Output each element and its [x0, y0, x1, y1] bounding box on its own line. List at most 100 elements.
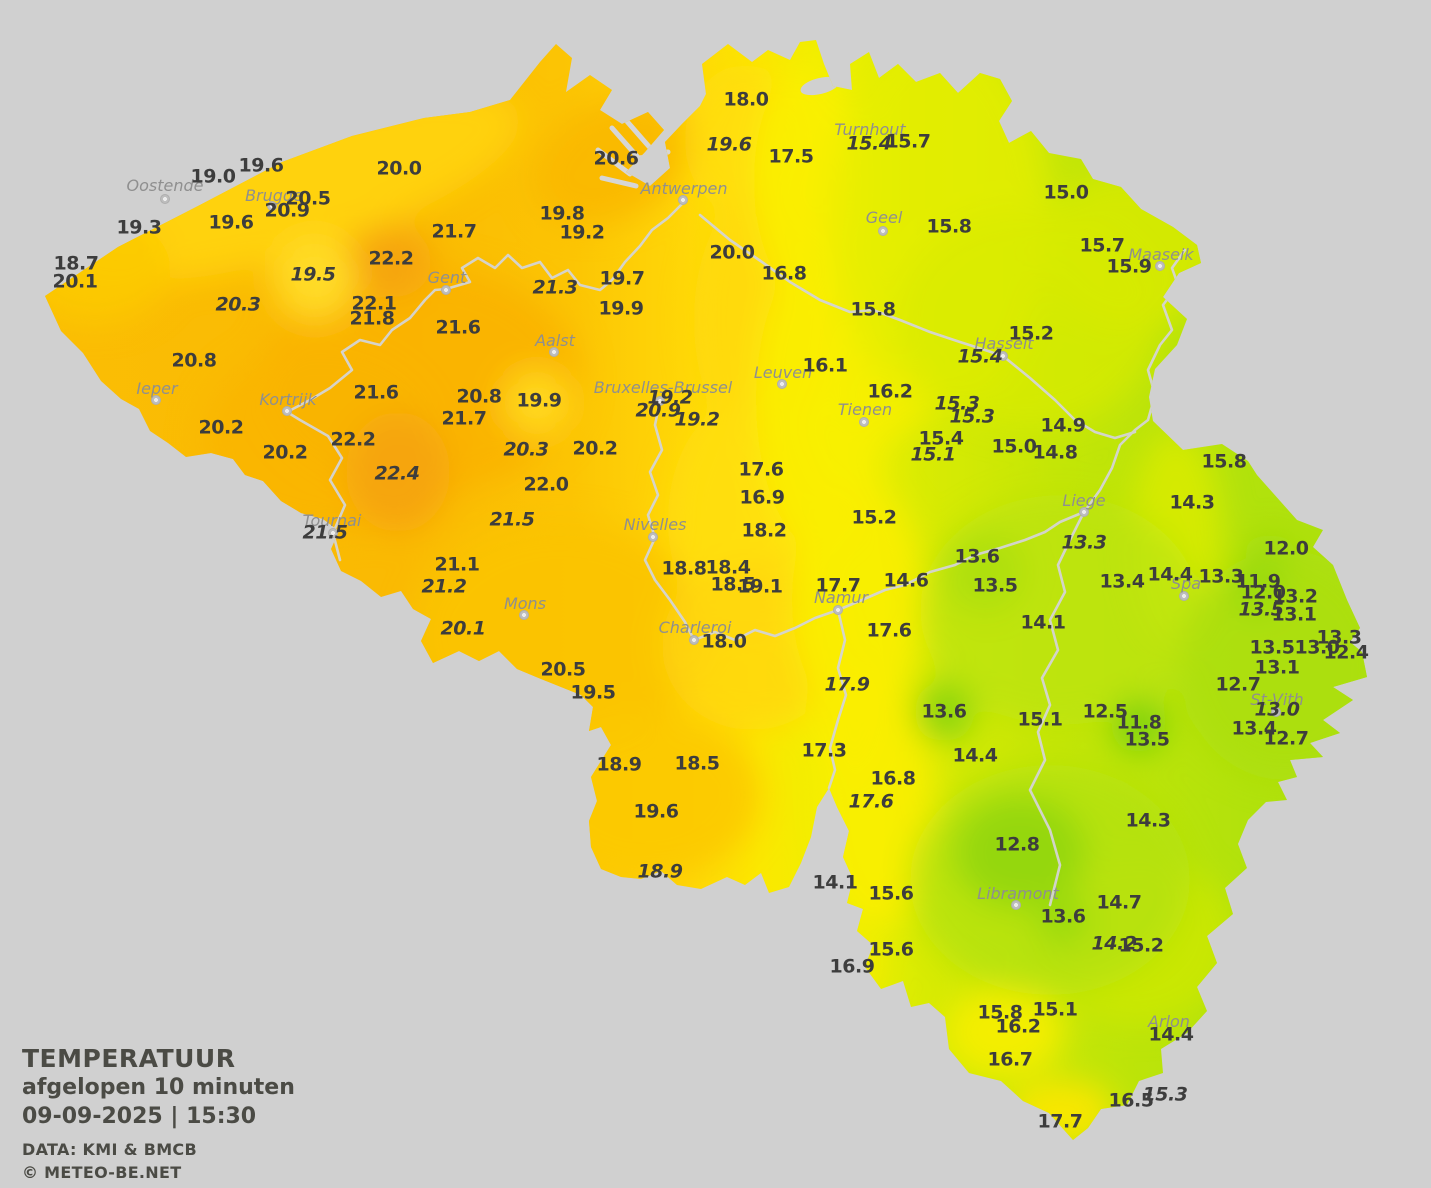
- temperature-reading: 18.5: [674, 752, 720, 775]
- city-label: Oostende: [126, 176, 204, 195]
- city-marker: [441, 285, 451, 295]
- temperature-reading: 18.0: [723, 88, 769, 111]
- temperature-reading: 16.1: [802, 354, 848, 377]
- rivers: [285, 201, 1187, 907]
- city-marker: [998, 351, 1008, 361]
- city-marker: [1011, 900, 1021, 910]
- temperature-reading: 14.6: [883, 569, 929, 592]
- temperature-reading: 18.2: [741, 519, 787, 542]
- temperature-reading: 15.3: [934, 392, 980, 415]
- city-label: Spa: [1170, 574, 1202, 593]
- city-marker: [1155, 261, 1165, 271]
- temperature-reading: 15.1: [1017, 708, 1063, 731]
- temperature-reading: 17.3: [801, 739, 847, 762]
- temperature-reading: 17.6: [848, 790, 894, 813]
- temperature-reading: 15.6: [868, 882, 914, 905]
- temperature-reading: 12.7: [1215, 673, 1261, 696]
- city-marker: [833, 605, 843, 615]
- temperature-reading: 21.2: [421, 575, 467, 598]
- temperature-reading: 13.4: [1099, 570, 1145, 593]
- city-label: Turnhout: [834, 120, 906, 139]
- temperature-reading: 15.0: [991, 435, 1037, 458]
- temperature-reading: 21.6: [353, 381, 399, 404]
- temperature-reading: 21.1: [434, 553, 480, 576]
- temperature-reading: 19.6: [633, 800, 679, 823]
- temperature-reading: 15.2: [851, 506, 897, 529]
- city-label: Mons: [503, 594, 547, 613]
- temperature-reading: 19.0: [190, 165, 236, 188]
- temperature-reading: 15.1: [1032, 998, 1078, 1021]
- temperature-reading: 12.0: [1240, 581, 1286, 604]
- temperature-reading: 13.5: [1124, 728, 1170, 751]
- temperature-reading: 14.1: [1020, 611, 1066, 634]
- temperature-reading: 15.3: [1142, 1083, 1188, 1106]
- temperature-reading: 11.8: [1116, 711, 1162, 734]
- temperature-reading: 15.7: [885, 130, 931, 153]
- temperature-reading: 14.9: [1040, 414, 1086, 437]
- temperature-reading: 14.1: [812, 871, 858, 894]
- city-marker: [648, 532, 658, 542]
- temperature-reading: 21.7: [441, 407, 487, 430]
- temperature-reading: 17.9: [824, 673, 870, 696]
- temperature-reading: 22.2: [330, 428, 376, 451]
- temperature-reading: 15.8: [850, 298, 896, 321]
- temperature-reading: 20.1: [440, 617, 486, 640]
- city-marker: [160, 194, 170, 204]
- city-marker: [1079, 507, 1089, 517]
- temperature-reading: 19.5: [290, 263, 336, 286]
- temperature-reading: 20.0: [376, 157, 422, 180]
- temperature-reading: 11.9: [1235, 570, 1281, 593]
- temperature-reading: 13.3: [1316, 626, 1362, 649]
- temperature-reading: 15.7: [1079, 234, 1125, 257]
- temperature-reading: 13.6: [954, 545, 1000, 568]
- city-label: Geel: [865, 208, 903, 227]
- temperature-reading: 19.1: [737, 575, 783, 598]
- temperature-reading: 17.6: [866, 619, 912, 642]
- city-marker: [267, 201, 277, 211]
- temperature-reading: 12.7: [1263, 727, 1309, 750]
- temperature-reading: 13.0: [1294, 636, 1340, 659]
- temperature-reading: 14.4: [1148, 1023, 1194, 1046]
- city-label: Ieper: [136, 379, 178, 398]
- city-label: Arlon: [1148, 1012, 1190, 1031]
- temperature-reading: 21.5: [489, 508, 535, 531]
- city-label: Namur: [813, 588, 869, 607]
- temperature-reading: 21.3: [532, 276, 578, 299]
- temperature-reading: 19.2: [647, 386, 693, 409]
- temperature-reading: 20.2: [262, 441, 308, 464]
- map-subtitle: afgelopen 10 minuten: [22, 1075, 295, 1100]
- temperature-reading: 20.0: [709, 241, 755, 264]
- temperature-reading: 15.8: [1201, 450, 1247, 473]
- temperature-reading: 18.5: [710, 573, 756, 596]
- temperature-reading: 20.2: [198, 416, 244, 439]
- temperature-reading: 19.3: [116, 216, 162, 239]
- temperature-reading: 19.2: [674, 408, 720, 431]
- temperature-reading: 15.4: [957, 345, 1003, 368]
- city-marker: [859, 417, 869, 427]
- temperature-reading: 19.6: [208, 211, 254, 234]
- city-label: Leuven: [753, 363, 813, 382]
- city-label: Kortrijk: [259, 390, 317, 409]
- temperature-reading: 12.0: [1263, 537, 1309, 560]
- temperature-reading: 15.4: [918, 427, 964, 450]
- map-datetime: 09-09-2025 | 15:30: [22, 1103, 257, 1129]
- temperature-reading: 18.4: [705, 556, 751, 579]
- temperature-reading: 16.7: [987, 1048, 1033, 1071]
- city-marker: [655, 396, 665, 406]
- temperature-reading: 16.8: [761, 262, 807, 285]
- city-marker: [1179, 591, 1189, 601]
- city-label: Bruxelles-Brussel: [593, 378, 733, 397]
- temperature-reading: 13.0: [1254, 698, 1300, 721]
- temperature-reading: 17.7: [1037, 1110, 1083, 1133]
- temperature-reading: 21.8: [349, 307, 395, 330]
- city-label: Libramont: [977, 884, 1059, 903]
- temperature-reading: 15.9: [1106, 255, 1152, 278]
- city-label: St-Vith: [1250, 690, 1304, 709]
- temperature-reading: 21.5: [302, 521, 348, 544]
- city-label: Nivelles: [623, 515, 687, 534]
- temperature-reading: 13.1: [1271, 603, 1317, 626]
- city-marker: [328, 528, 338, 538]
- city-label: Liege: [1062, 491, 1106, 510]
- temperature-reading: 15.2: [1118, 934, 1164, 957]
